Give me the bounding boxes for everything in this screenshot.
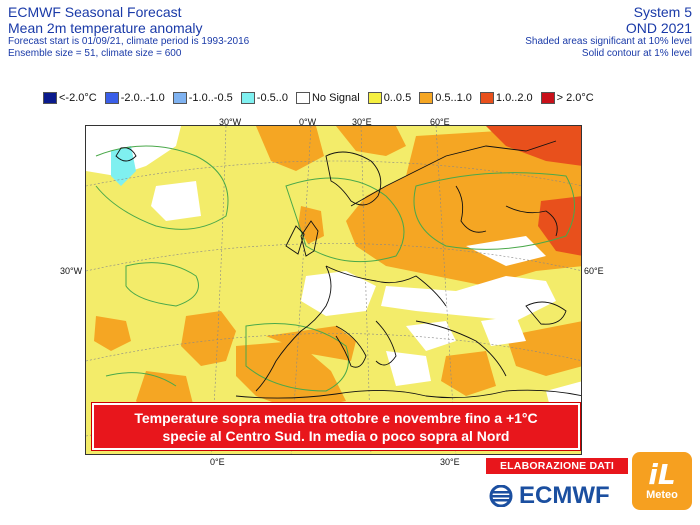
lon-label-30w-top: 30°W (219, 117, 242, 127)
legend-label: No Signal (311, 92, 360, 104)
legend-swatch (540, 92, 555, 104)
ilmeteo-logo: iL Meteo (632, 452, 692, 510)
ecmwf-logo-icon (489, 485, 513, 507)
lat-label-30w-left: 30°W (60, 266, 83, 276)
lon-label-0-top: 0°W (299, 117, 317, 127)
legend-label: > 2.0°C (556, 92, 594, 104)
forecast-info: Forecast start is 01/09/21, climate peri… (8, 36, 250, 47)
legend-label: -1.0..-0.5 (188, 92, 233, 104)
legend-item: -0.5..0 (240, 92, 288, 104)
legend-swatch (43, 92, 57, 104)
legend-label: -2.0..-1.0 (120, 92, 165, 104)
banner-line-1: Temperature sopra media tra ottobre e no… (134, 409, 538, 426)
ecmwf-text: ECMWF (519, 482, 610, 509)
coastlines (115, 140, 581, 399)
lon-label-30e-bottom: 30°E (440, 457, 460, 467)
legend-label: <-2.0°C (59, 92, 97, 104)
legend-item: 0..0.5 (367, 92, 412, 104)
system-label: System 5 (633, 4, 692, 20)
legend-swatch (419, 92, 434, 104)
anomaly-map (85, 125, 582, 455)
legend-label: 0.5..1.0 (435, 92, 472, 104)
legend-swatch (479, 92, 494, 104)
ecmwf-logo: ECMWF (486, 480, 628, 512)
legend-swatch (295, 92, 310, 104)
map-canvas (86, 126, 581, 454)
legend-item: <-2.0°C (43, 92, 97, 104)
ensemble-info: Ensemble size = 51, climate size = 600 (8, 48, 182, 59)
legend-label: 1.0..2.0 (495, 92, 533, 104)
lon-label-60e-right: 60°E (584, 266, 604, 276)
lon-label-30e-top: 30°E (352, 117, 372, 127)
legend-item: No Signal (295, 92, 360, 104)
significance-shaded: Shaded areas significant at 10% level (525, 36, 692, 47)
legend-swatch (240, 92, 255, 104)
ilmeteo-meteo: Meteo (646, 488, 678, 501)
ilmeteo-il: iL (648, 457, 676, 491)
forecast-title: ECMWF Seasonal Forecast (8, 4, 182, 20)
header-right: System 5 OND 2021 Shaded areas significa… (525, 4, 692, 60)
legend-item: 1.0..2.0 (479, 92, 533, 104)
legend-label: -0.5..0 (256, 92, 288, 104)
legend-swatch (367, 92, 382, 104)
legend-item: 0.5..1.0 (419, 92, 472, 104)
significance-contour: Solid contour at 1% level (581, 48, 692, 59)
significance-contours (95, 145, 575, 392)
legend-swatch (172, 92, 187, 104)
lon-label-0-bottom: 0°E (210, 457, 225, 467)
legend-swatch (104, 92, 119, 104)
legend-item: -2.0..-1.0 (104, 92, 165, 104)
ecmwf-branding: ELABORAZIONE DATI ECMWF (486, 458, 628, 516)
color-legend: <-2.0°C -2.0..-1.0 -1.0..-0.5 -0.5..0 No… (43, 91, 643, 105)
elaborazione-label: ELABORAZIONE DATI (486, 458, 628, 474)
anomaly-cyan-region (111, 146, 136, 186)
header-left: ECMWF Seasonal Forecast Mean 2m temperat… (8, 4, 249, 60)
forecast-banner: Temperature sopra media tra ottobre e no… (92, 403, 580, 450)
period-label: OND 2021 (625, 20, 692, 36)
legend-label: 0..0.5 (383, 92, 412, 104)
lon-label-60e-top: 60°E (430, 117, 450, 127)
forecast-subtitle: Mean 2m temperature anomaly (8, 20, 203, 36)
legend-item: -1.0..-0.5 (172, 92, 233, 104)
legend-item: > 2.0°C (540, 92, 594, 104)
banner-line-2: specie al Centro Sud. In media o poco so… (162, 427, 510, 444)
